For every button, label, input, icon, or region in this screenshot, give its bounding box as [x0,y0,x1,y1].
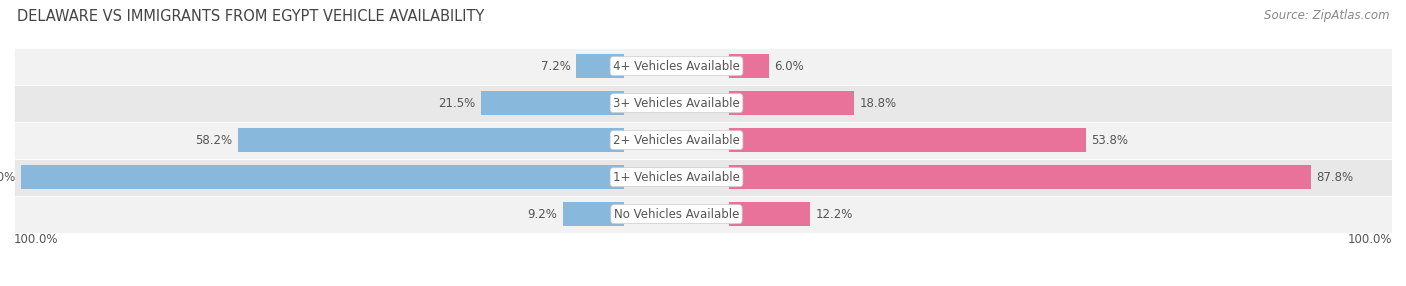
Bar [562,202,623,226]
Text: DELAWARE VS IMMIGRANTS FROM EGYPT VEHICLE AVAILABILITY: DELAWARE VS IMMIGRANTS FROM EGYPT VEHICL… [17,9,484,23]
Text: 21.5%: 21.5% [439,97,475,110]
Text: 4+ Vehicles Available: 4+ Vehicles Available [613,59,740,73]
Bar [14,122,1406,159]
Bar [21,165,623,189]
Bar [730,128,1085,152]
Text: 91.0%: 91.0% [0,171,15,184]
Text: 9.2%: 9.2% [527,208,557,221]
Bar [481,91,623,115]
Bar [576,54,623,78]
Text: 2+ Vehicles Available: 2+ Vehicles Available [613,134,740,147]
Text: 100.0%: 100.0% [1347,233,1392,246]
Text: Source: ZipAtlas.com: Source: ZipAtlas.com [1264,9,1389,21]
Text: 3+ Vehicles Available: 3+ Vehicles Available [613,97,740,110]
Text: 100.0%: 100.0% [14,233,59,246]
Bar [730,54,769,78]
Text: 53.8%: 53.8% [1091,134,1128,147]
Text: 1+ Vehicles Available: 1+ Vehicles Available [613,171,740,184]
Text: No Vehicles Available: No Vehicles Available [614,208,740,221]
Bar [14,159,1406,196]
Bar [730,91,853,115]
Bar [730,165,1312,189]
Bar [14,47,1406,85]
Text: 87.8%: 87.8% [1316,171,1354,184]
Text: 18.8%: 18.8% [859,97,897,110]
Bar [14,85,1406,122]
Text: 7.2%: 7.2% [541,59,571,73]
Text: 6.0%: 6.0% [775,59,804,73]
Bar [14,196,1406,233]
Text: 12.2%: 12.2% [815,208,853,221]
Bar [238,128,623,152]
Bar [730,202,810,226]
Text: 58.2%: 58.2% [195,134,232,147]
